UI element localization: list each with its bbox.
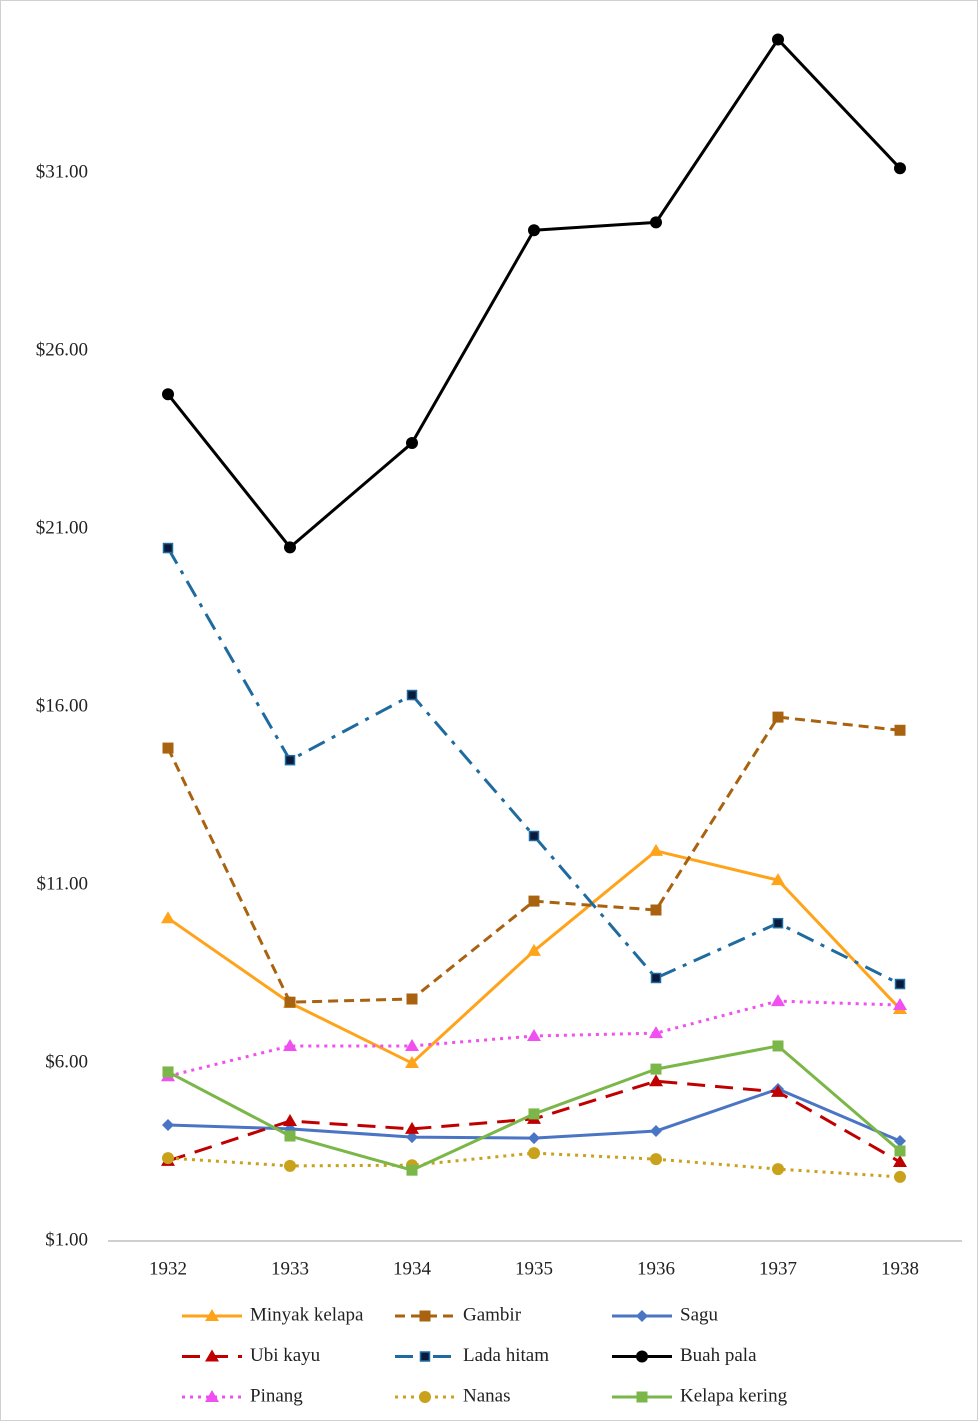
marker — [406, 993, 418, 1005]
marker — [772, 1040, 784, 1052]
marker — [650, 1153, 662, 1166]
legend-marker — [636, 1310, 648, 1322]
legend-marker — [419, 1310, 431, 1322]
legend-marker — [419, 1391, 431, 1403]
legend-marker — [636, 1391, 648, 1403]
marker — [649, 843, 663, 856]
marker — [528, 895, 540, 907]
legend-label: Lada hitam — [463, 1345, 549, 1366]
legend-label: Kelapa kering — [680, 1385, 788, 1406]
marker — [162, 742, 174, 754]
marker — [406, 437, 418, 450]
marker — [162, 1118, 174, 1131]
marker — [405, 1121, 419, 1134]
marker — [284, 754, 296, 766]
legend-label: Minyak kelapa — [250, 1304, 364, 1325]
marker — [650, 1125, 662, 1138]
marker — [528, 1147, 540, 1160]
x-tick-label: 1937 — [759, 1258, 797, 1279]
legend-label: Ubi kayu — [250, 1345, 321, 1366]
marker — [650, 1063, 662, 1075]
legend-label: Buah pala — [680, 1345, 757, 1366]
marker — [772, 1163, 784, 1176]
marker — [162, 542, 174, 554]
marker — [650, 972, 662, 984]
marker — [771, 1084, 785, 1097]
marker — [284, 1159, 296, 1172]
marker — [772, 917, 784, 929]
x-tick-label: 1938 — [881, 1258, 919, 1279]
marker — [649, 1074, 663, 1087]
marker — [405, 1038, 419, 1051]
marker — [162, 1152, 174, 1165]
legend-label: Nanas — [463, 1385, 510, 1406]
legend-marker — [205, 1309, 219, 1321]
marker — [772, 711, 784, 723]
marker — [283, 1038, 297, 1051]
marker — [649, 1026, 663, 1039]
marker — [894, 1170, 906, 1183]
marker — [406, 1131, 418, 1144]
marker — [283, 1114, 297, 1127]
marker — [528, 1132, 540, 1145]
y-tick-label: $6.00 — [45, 1051, 88, 1072]
legend-marker — [636, 1350, 648, 1363]
x-tick-label: 1933 — [271, 1258, 309, 1279]
marker — [893, 998, 907, 1011]
x-tick-label: 1936 — [637, 1258, 675, 1279]
legend-marker — [205, 1390, 219, 1402]
marker — [528, 830, 540, 842]
marker — [405, 1056, 419, 1069]
marker — [284, 541, 296, 554]
x-tick-label: 1932 — [149, 1258, 187, 1279]
marker — [650, 216, 662, 229]
legend-label: Gambir — [463, 1304, 522, 1325]
marker — [650, 904, 662, 916]
marker — [527, 943, 541, 956]
x-tick-label: 1934 — [393, 1258, 432, 1279]
legend-marker — [419, 1351, 431, 1362]
y-tick-label: $26.00 — [36, 340, 88, 361]
marker — [162, 1066, 174, 1078]
marker — [406, 1164, 418, 1176]
marker — [528, 224, 540, 237]
y-tick-label: $16.00 — [36, 695, 88, 716]
marker — [772, 33, 784, 46]
y-tick-label: $21.00 — [36, 518, 88, 539]
marker — [406, 689, 418, 701]
y-tick-label: $11.00 — [36, 873, 88, 894]
marker — [161, 911, 175, 924]
legend-label: Pinang — [250, 1385, 303, 1406]
marker — [528, 1108, 540, 1120]
marker — [893, 1154, 907, 1167]
marker — [894, 724, 906, 736]
x-tick-label: 1935 — [515, 1258, 553, 1279]
marker — [771, 994, 785, 1007]
marker — [894, 1134, 906, 1147]
marker — [771, 873, 785, 886]
marker — [162, 388, 174, 401]
legend-label: Sagu — [680, 1304, 719, 1325]
legend-marker — [205, 1349, 219, 1362]
y-tick-label: $1.00 — [45, 1229, 88, 1250]
y-tick-label: $31.00 — [36, 162, 88, 183]
marker — [894, 162, 906, 175]
marker — [894, 978, 906, 990]
marker — [284, 996, 296, 1008]
marker — [284, 1130, 296, 1142]
marker — [527, 1028, 541, 1041]
marker — [894, 1145, 906, 1157]
